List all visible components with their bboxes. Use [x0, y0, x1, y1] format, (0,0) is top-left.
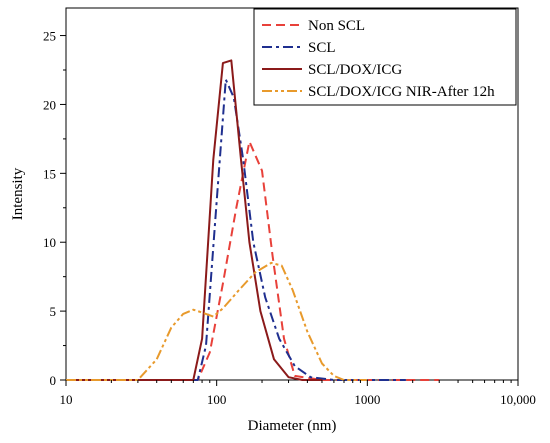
y-axis-title: Intensity — [10, 167, 26, 220]
x-tick-label: 10 — [60, 392, 73, 407]
plot-frame — [65, 7, 519, 381]
axis-ticks: 10 100 1000 10,000 0 5 10 15 20 25 — [43, 29, 536, 407]
x-tick-label: 100 — [207, 392, 227, 407]
legend-label: Non SCL — [308, 18, 365, 34]
series-layer — [66, 59, 440, 381]
legend-label: SCL/DOX/ICG — [308, 62, 402, 78]
series-line-0 — [66, 140, 440, 381]
x-tick-label: 10,000 — [500, 392, 536, 407]
legend-label: SCL/DOX/ICG NIR-After 12h — [308, 84, 495, 100]
legend-label: SCL — [308, 40, 336, 56]
plot-border — [65, 7, 519, 381]
series-line-3 — [66, 261, 368, 381]
series-line-1 — [66, 78, 406, 381]
y-tick-label: 20 — [43, 97, 56, 112]
legend: Non SCL SCL SCL/DOX/ICG SCL/DOX/ICG NIR-Aft… — [253, 8, 517, 106]
y-tick-label: 5 — [50, 304, 57, 319]
series-line-2 — [66, 59, 322, 381]
y-tick-label: 15 — [43, 166, 56, 181]
x-tick-label: 1000 — [354, 392, 380, 407]
y-tick-label: 25 — [43, 29, 56, 44]
y-tick-label: 0 — [50, 373, 57, 388]
y-tick-label: 10 — [43, 235, 56, 250]
x-axis-title: Diameter (nm) — [248, 418, 337, 434]
